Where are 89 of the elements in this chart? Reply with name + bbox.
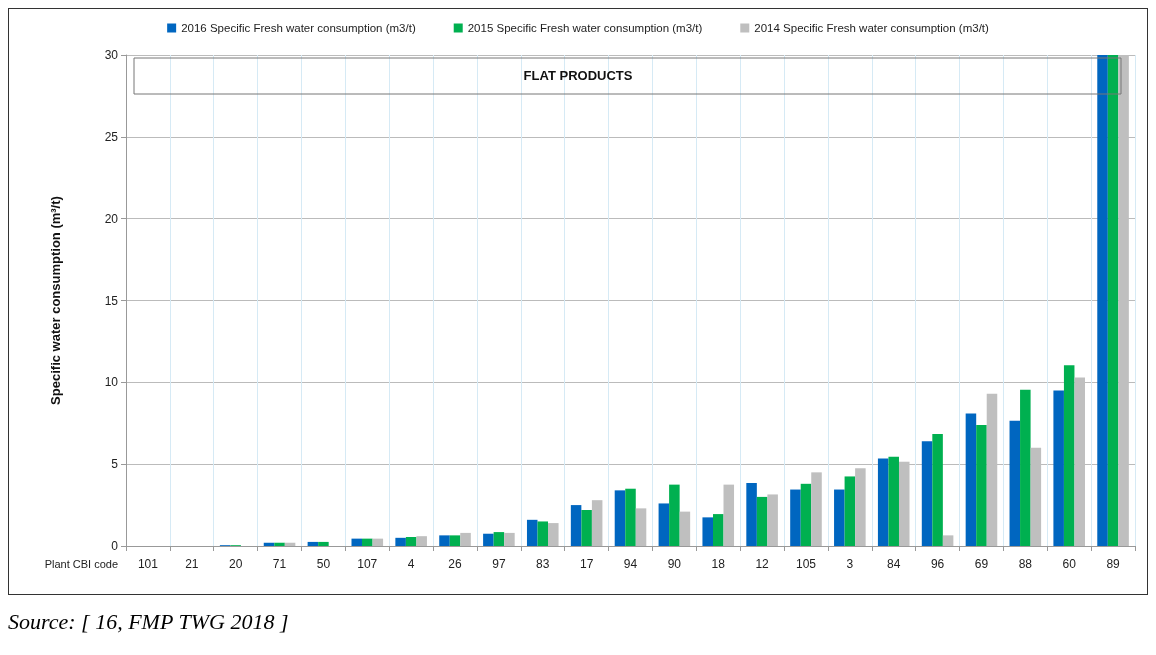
bar xyxy=(372,538,384,546)
x-tick-label: 69 xyxy=(974,557,989,571)
bar xyxy=(767,494,778,546)
bar xyxy=(888,456,899,546)
x-tick-label: 84 xyxy=(887,557,901,571)
bar xyxy=(395,537,406,546)
bar xyxy=(504,532,515,546)
bar xyxy=(449,535,461,546)
bar xyxy=(416,536,427,546)
bar xyxy=(877,458,889,546)
bar xyxy=(712,514,724,546)
bar xyxy=(351,538,363,546)
bar xyxy=(942,535,954,546)
y-axis-title: Specific water consumption (m³/t) xyxy=(48,196,63,405)
bar xyxy=(635,508,647,546)
bar xyxy=(679,511,691,546)
bar xyxy=(591,500,603,546)
y-tick-label: 30 xyxy=(104,48,119,62)
bar xyxy=(1063,365,1075,546)
bar xyxy=(746,482,757,546)
x-tick-label: 4 xyxy=(407,557,415,571)
bar xyxy=(548,523,559,546)
bar xyxy=(1009,420,1021,546)
legend-label: 2016 Specific Fresh water consumption (m3/t) xyxy=(181,22,416,34)
x-tick-label: 21 xyxy=(185,557,199,571)
bar xyxy=(405,537,417,546)
x-tick-label: 17 xyxy=(579,557,594,571)
x-tick-label: 97 xyxy=(492,557,506,571)
x-tick-label: 60 xyxy=(1062,557,1077,571)
bar xyxy=(834,489,845,546)
x-tick-label: 20 xyxy=(228,557,243,571)
bar xyxy=(976,424,987,546)
bar xyxy=(625,488,636,546)
bar xyxy=(723,484,735,546)
bar xyxy=(318,541,329,546)
x-tick-label: 96 xyxy=(930,557,945,571)
bar xyxy=(460,532,471,546)
annotation: FLAT PRODUCTS xyxy=(523,68,633,83)
bar xyxy=(614,490,626,546)
x-tick-label: 71 xyxy=(272,557,287,571)
x-tick-label: 83 xyxy=(536,557,550,571)
x-tick-label: 18 xyxy=(711,557,726,571)
bar xyxy=(274,542,285,546)
x-tick-label: 26 xyxy=(448,557,463,571)
bar xyxy=(790,489,801,546)
source-note: Source: [ 16, FMP TWG 2018 ] xyxy=(8,609,290,635)
y-tick-label: 20 xyxy=(104,211,119,226)
bar xyxy=(581,509,592,546)
bar xyxy=(965,413,977,546)
x-tick-label: 88 xyxy=(1018,557,1033,571)
y-tick-label: 5 xyxy=(111,457,119,472)
bar xyxy=(800,483,812,546)
x-tick-label: 3 xyxy=(846,557,854,571)
x-axis-title: Plant CBI code xyxy=(44,557,118,570)
x-tick-label: 94 xyxy=(623,557,638,571)
bar xyxy=(658,503,670,546)
bar xyxy=(483,533,494,546)
bar xyxy=(921,441,933,546)
x-tick-label: 12 xyxy=(755,557,770,571)
bar xyxy=(439,535,450,546)
bar xyxy=(570,505,582,546)
x-tick-label: 89 xyxy=(1106,557,1121,571)
legend-label: 2014 Specific Fresh water consumption (m3/t) xyxy=(754,22,990,34)
bar xyxy=(811,472,822,546)
legend-label: 2015 Specific Fresh water consumption (m3/t) xyxy=(467,22,703,34)
bar xyxy=(1020,389,1031,546)
bar xyxy=(362,538,373,546)
bar xyxy=(1097,55,1108,546)
y-tick-label: 15 xyxy=(104,293,119,308)
x-tick-label: 50 xyxy=(316,557,331,571)
bar xyxy=(493,532,505,546)
bar xyxy=(756,496,768,546)
x-tick-label: 90 xyxy=(667,557,682,571)
bar xyxy=(537,521,549,546)
bar xyxy=(307,541,319,546)
bar xyxy=(1053,390,1064,546)
x-tick-label: 105 xyxy=(795,557,817,571)
bar xyxy=(844,476,856,546)
y-tick-label: 0 xyxy=(111,539,119,553)
bar xyxy=(932,433,943,546)
bar xyxy=(855,468,866,546)
bar xyxy=(526,519,538,546)
y-tick-label: 25 xyxy=(104,129,119,144)
y-tick-label: 10 xyxy=(104,375,119,390)
bar xyxy=(1107,55,1119,546)
x-tick-label: 107 xyxy=(357,557,378,571)
bar xyxy=(669,484,680,546)
bar xyxy=(702,517,713,546)
x-tick-label: 101 xyxy=(137,557,159,571)
